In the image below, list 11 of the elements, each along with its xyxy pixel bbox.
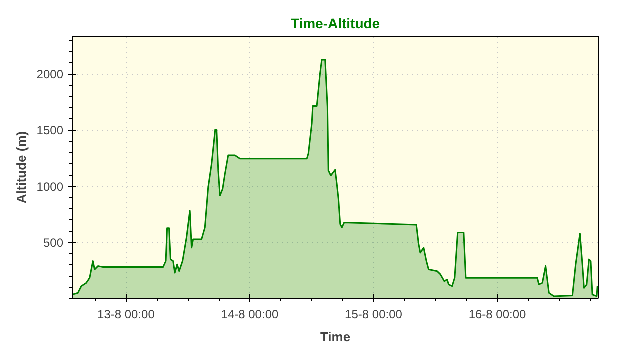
x-axis-title: Time — [320, 330, 351, 344]
x-tick-label: 13-8 00:00 — [98, 308, 156, 322]
y-tick-label: 500 — [43, 236, 64, 250]
y-axis-title: Altitude (m) — [14, 131, 29, 204]
x-tick-label: 15-8 00:00 — [345, 308, 403, 322]
x-tick-label: 14-8 00:00 — [221, 308, 279, 322]
y-tick-label: 2000 — [36, 68, 64, 82]
y-tick-label: 1000 — [36, 180, 64, 194]
x-tick-label: 16-8 00:00 — [468, 308, 527, 322]
y-tick-label: 1500 — [36, 124, 64, 138]
chart-title: Time-Altitude — [290, 16, 380, 32]
